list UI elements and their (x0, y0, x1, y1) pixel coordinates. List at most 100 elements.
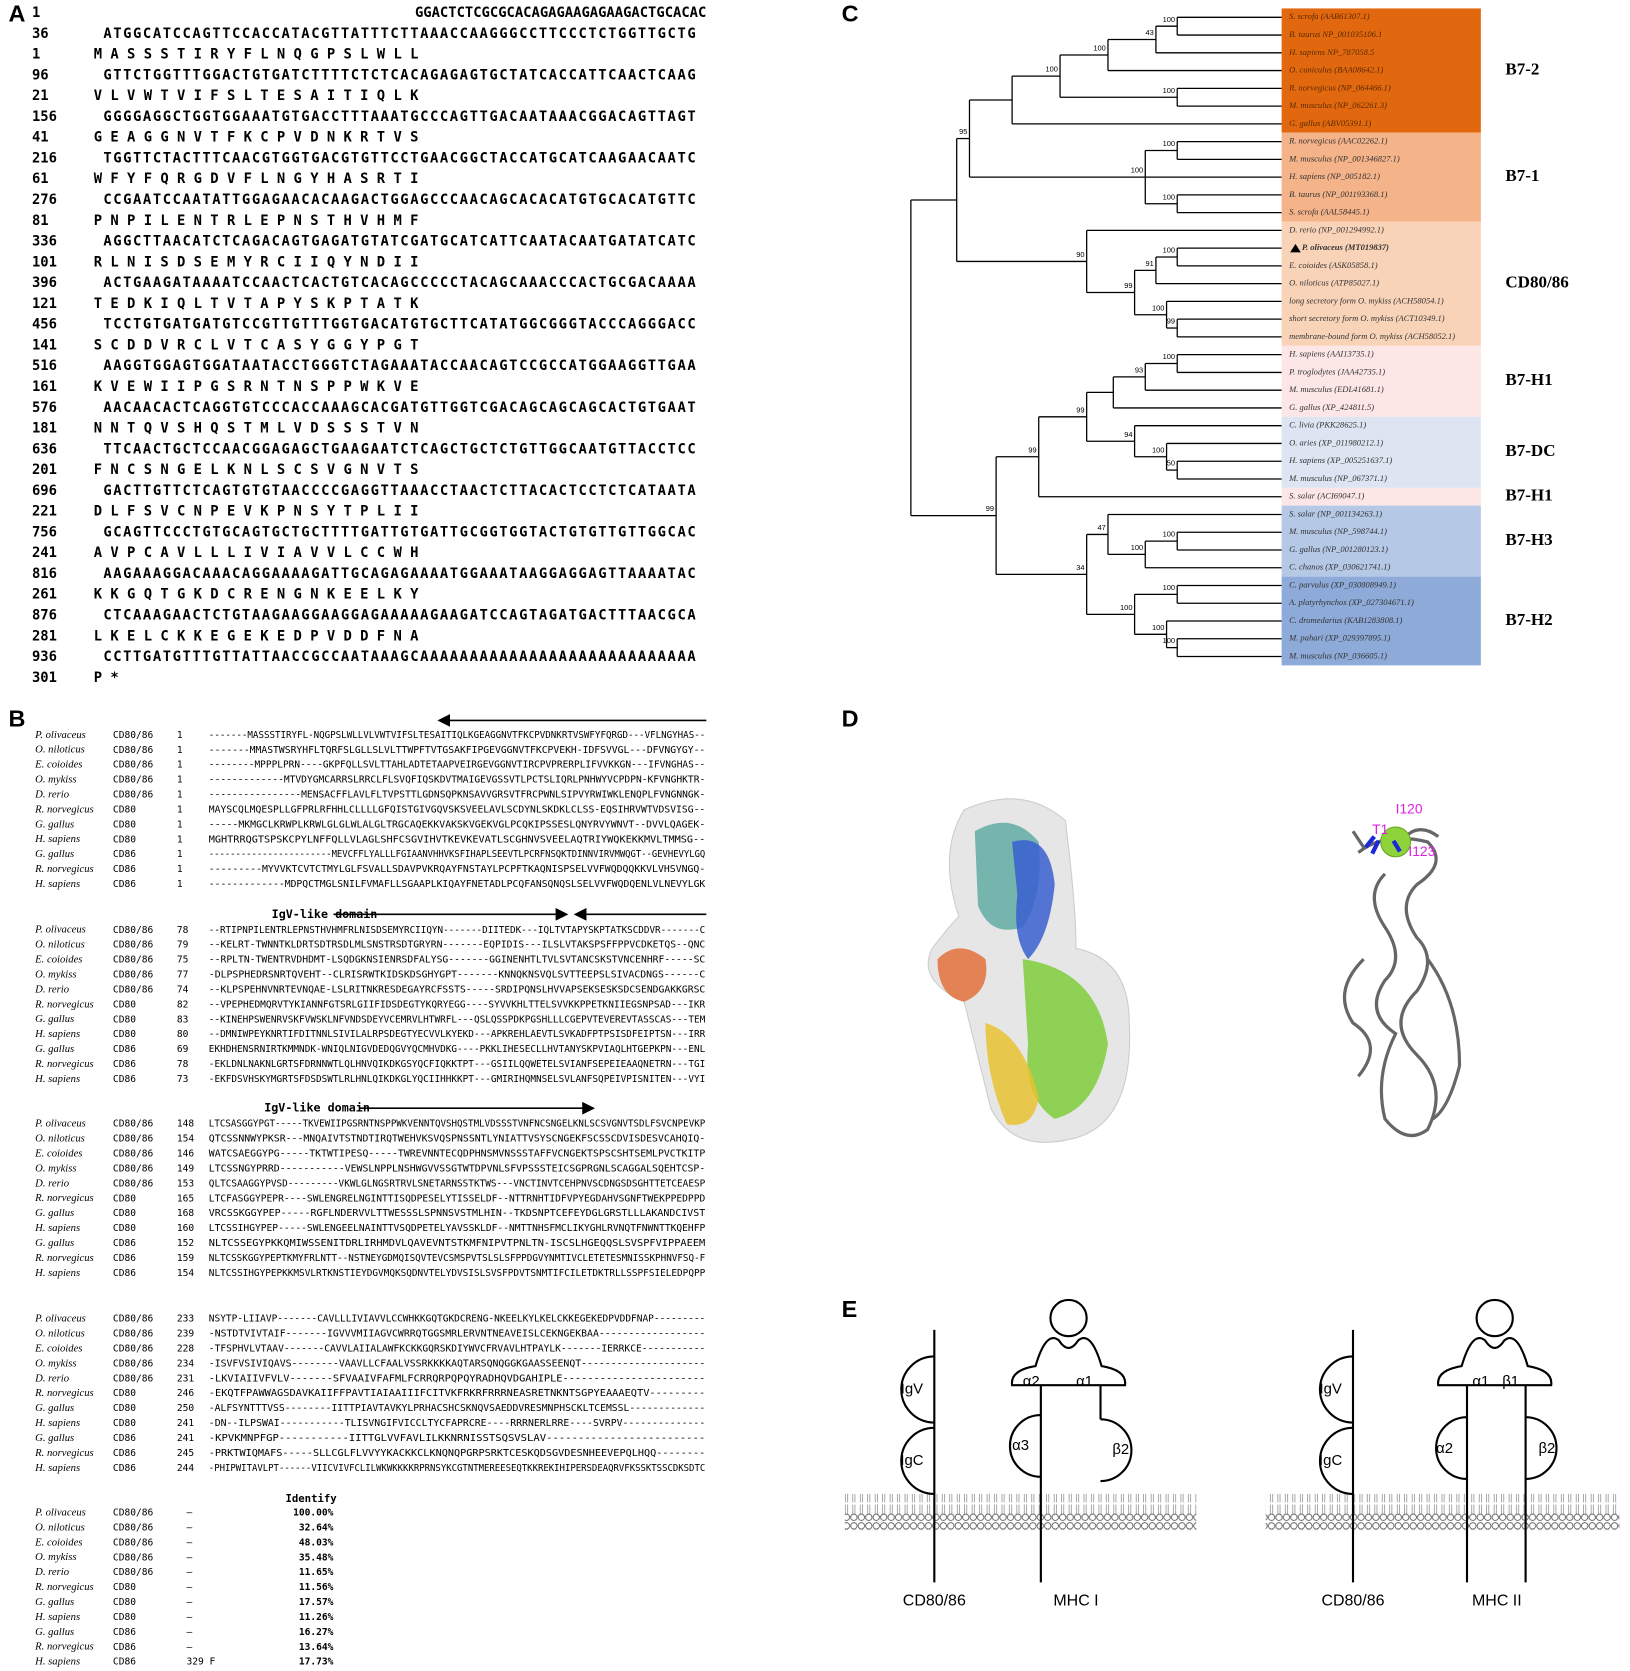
position-number: 756 (32, 524, 57, 540)
start-position: 241 (177, 1433, 195, 1444)
gene: CD80/86 (113, 1537, 154, 1548)
species: G. gallus (35, 1014, 74, 1025)
start-position: 168 (177, 1208, 195, 1219)
aligned-sequence: ----------------MENSACFFLAVLFLTVPSTTLGDN… (209, 790, 705, 801)
domain-label: IgC (1319, 1453, 1342, 1469)
gene: CD86 (113, 1463, 136, 1474)
nucleotide-line: M A S S S T I R Y F L N Q G P S L W L L (94, 47, 419, 63)
species: R. norvegicus (34, 1388, 94, 1399)
start-position: 159 (177, 1253, 195, 1264)
position-number: 81 (32, 213, 49, 229)
bootstrap-value: 100 (1163, 246, 1175, 255)
species: E. coioides (34, 955, 82, 966)
amino-acid-line: ACTGAAGATAAAATCCAACTCACTGTCACAGCCCCCTACA… (103, 275, 696, 291)
start-position: 165 (177, 1193, 194, 1204)
start-position: 154 (177, 1134, 195, 1145)
leaf-label: H. sapiens (AAI13735.1) (1288, 349, 1374, 359)
start-position: 75 (177, 955, 189, 966)
bootstrap-value: 93 (1135, 365, 1143, 374)
leaf-label: H. sapiens (XP_005251637.1) (1288, 455, 1392, 465)
species: G. gallus (35, 1403, 74, 1414)
gene: CD86 (113, 1657, 136, 1668)
clade-label: B7-H3 (1505, 530, 1552, 549)
aligned-sequence: NLTCSSIHGYPEPKKMSVLRTKNSTIEYDGVMQKSQDNVT… (209, 1268, 706, 1279)
leaf-label: S. salar (NP_001134263.1) (1289, 508, 1382, 518)
gene: CD86 (113, 1253, 136, 1264)
gene: CD86 (113, 1059, 136, 1070)
bootstrap-value: 100 (1163, 192, 1175, 201)
start-position: 244 (177, 1463, 195, 1474)
identity-mark: – (186, 1642, 192, 1653)
gene: CD80 (113, 1597, 136, 1608)
species: E. coioides (34, 760, 82, 771)
bootstrap-value: 43 (1146, 28, 1154, 37)
leaf-label: S. scrofa (AAB61307.1) (1289, 11, 1370, 21)
aligned-sequence: VRCSSKGGYPEP-----RGFLNDERVVLTTWESSSLSPNN… (209, 1208, 706, 1219)
leaf-label: C. chanos (XP_030621741.1) (1289, 562, 1390, 572)
aligned-sequence: QTCSSNNWYPKSR---MNQAIVTSTNDTIRQTWEHVKSVQ… (209, 1134, 705, 1145)
position-number: 396 (32, 275, 57, 291)
gene: CD80/86 (113, 1508, 154, 1519)
nucleotide-line: G E A G G N V T F K C P V D N K R T V S (94, 130, 419, 146)
start-position: 152 (177, 1238, 194, 1249)
species: H. sapiens (34, 879, 80, 890)
bootstrap-value: 100 (1045, 65, 1057, 74)
species: O. niloticus (35, 1522, 85, 1533)
clade-label: CD80/86 (1505, 273, 1569, 292)
clade-band (1281, 132, 1481, 222)
molecule-caption: MHC II (1472, 1593, 1522, 1610)
amino-acid-line: GTTCTGGTTTGGACTGTGATCTTTTCTCTCACAGAGAGTG… (103, 67, 695, 83)
molecule-caption: CD80/86 (1321, 1593, 1384, 1610)
gene: CD80/86 (113, 730, 154, 741)
gene: CD86 (113, 1044, 136, 1055)
start-position: 228 (177, 1344, 195, 1355)
gene: CD80/86 (113, 1163, 154, 1174)
species: R. norvegicus (34, 1642, 94, 1653)
nucleotide-line: S C D D V R C L V T C A S Y G G Y P G T (94, 337, 419, 353)
nucleotide-line: GGACTCTCGCGCACAGAGAAGAGAAGACTGCACAC (415, 5, 706, 21)
species: P. olivaceus (34, 1508, 86, 1519)
bootstrap-value: 100 (1093, 44, 1105, 53)
start-position: 153 (177, 1178, 195, 1189)
gene: CD80/86 (113, 1178, 154, 1189)
position-number: 576 (32, 400, 57, 416)
leaf-label: long secretory form O. mykiss (ACH58054.… (1289, 295, 1444, 305)
start-position: 239 (177, 1329, 195, 1340)
gene: CD80/86 (113, 1567, 154, 1578)
gene: CD80/86 (113, 940, 154, 951)
domain-label: α3 (1012, 1438, 1029, 1454)
position-number: 156 (32, 109, 57, 125)
position-number: 281 (32, 628, 57, 644)
aligned-sequence: --------MPPPLPRN----GKPFQLLSVLTTAHLADTET… (209, 760, 705, 771)
leaf-label: P. troglodytes (JAA42735.1) (1288, 366, 1385, 376)
position-number: 141 (32, 337, 57, 353)
gene: CD86 (113, 1627, 136, 1638)
position-number: 21 (32, 88, 49, 104)
membrane (844, 1493, 1197, 1531)
position-number: 1 (32, 5, 40, 21)
aligned-sequence: -KPVKMNPFGP-----------IITTGLVVFAVLILKKNR… (209, 1433, 705, 1444)
leaf-label: short secretory form O. mykiss (ACT10349… (1289, 313, 1445, 323)
bootstrap-value: 100 (1163, 530, 1175, 539)
start-position: 1 (177, 804, 183, 815)
nucleotide-line: N N T Q V S H Q S T M L V D S S S T V N (94, 421, 419, 437)
leaf-label: C. parvulus (XP_030808949.1) (1289, 579, 1396, 589)
species: G. gallus (35, 1627, 74, 1638)
leaf-label: G. gallus (XP_424811.5) (1289, 402, 1374, 412)
nucleotide-line: L K E L C K K E G E K E D P V D D F N A (94, 628, 419, 644)
amino-acid-line: AAGAAAGGACAAACAGGAAAAGATTGCAGAGAAAATGGAA… (103, 566, 695, 582)
bootstrap-value: 100 (1163, 15, 1175, 24)
bootstrap-value: 90 (1076, 250, 1084, 259)
aligned-sequence: -ALFSYNTTTVSS--------IITTPIAVTAVKYLPRHAC… (209, 1403, 705, 1414)
aligned-sequence: EKHDHENSRNIRTKMMNDK-WNIQLNIGVDEDQGVYQCMH… (209, 1044, 706, 1055)
species: H. sapiens (34, 1612, 80, 1623)
start-position: 78 (177, 1059, 189, 1070)
gene: CD80 (113, 1582, 136, 1593)
species: R. norvegicus (34, 1059, 94, 1070)
clade-label: B7-DC (1505, 441, 1555, 460)
clade-band (1281, 345, 1481, 417)
start-position: 233 (177, 1314, 195, 1325)
leaf-label: M. musculus (NP_036605.1) (1288, 650, 1387, 660)
identity-mark: – (186, 1522, 192, 1533)
position-number: 201 (32, 462, 57, 478)
